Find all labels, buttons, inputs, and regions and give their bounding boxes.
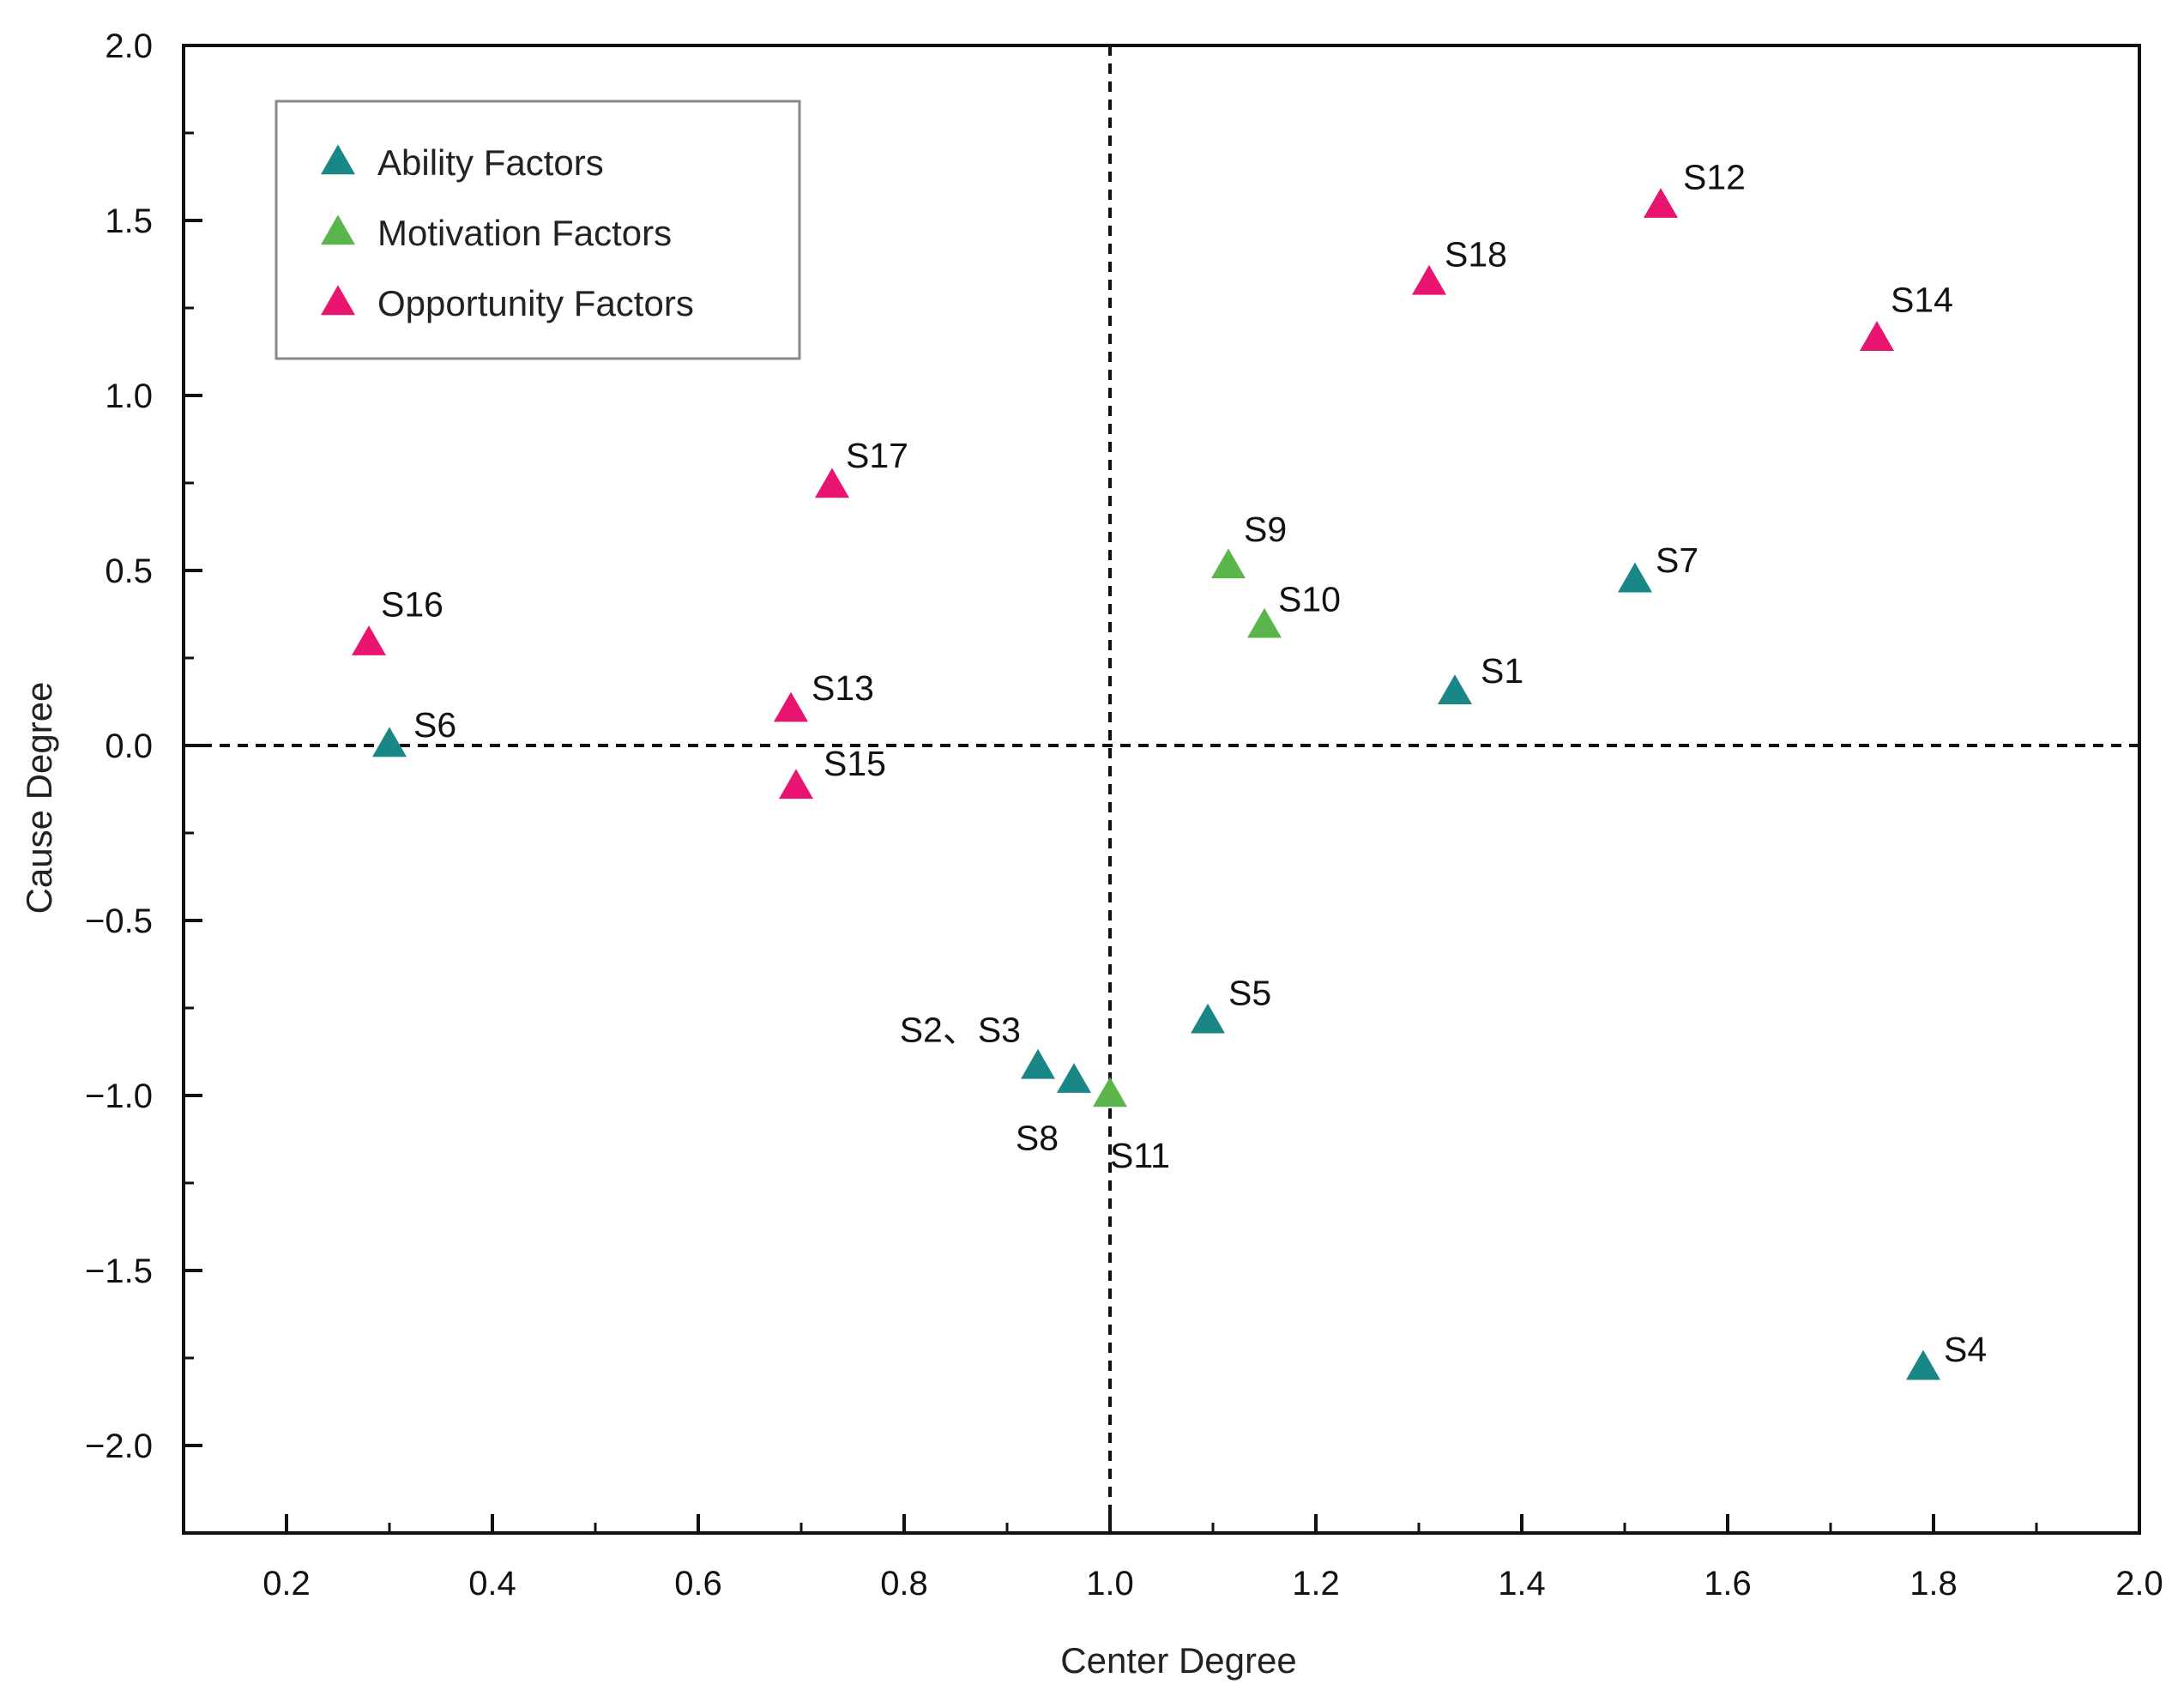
- plot-frame: [182, 44, 2141, 1535]
- data-point-label: S9: [1244, 510, 1287, 549]
- data-point-marker: [1211, 548, 1246, 579]
- legend-marker: [321, 285, 355, 316]
- x-tick-label: 2.0: [2115, 1565, 2163, 1602]
- data-point-label: S4: [1944, 1330, 1987, 1369]
- legend-box: [275, 100, 801, 360]
- data-point-label: S17: [846, 436, 908, 475]
- data-point-marker: [352, 625, 386, 655]
- data-point-marker: [1906, 1349, 1940, 1380]
- y-tick-label: 0.5: [105, 552, 153, 590]
- data-point-label: S1: [1481, 651, 1523, 691]
- data-point-marker: [774, 691, 808, 722]
- x-tick-label: 0.2: [262, 1565, 311, 1602]
- data-point-label: S6: [413, 705, 456, 745]
- y-tick-label: 1.5: [105, 202, 153, 240]
- x-tick-label: 0.4: [468, 1565, 516, 1602]
- data-point-label: S15: [824, 744, 886, 783]
- data-point-marker: [372, 727, 407, 757]
- data-point-marker: [1644, 188, 1678, 218]
- x-axis-title: Center Degree: [1060, 1640, 1296, 1681]
- data-point-marker: [1618, 562, 1652, 593]
- x-tick-label: 0.6: [674, 1565, 722, 1602]
- legend-marker: [321, 214, 355, 245]
- data-point-marker: [779, 769, 813, 800]
- y-axis-title: Cause Degree: [19, 682, 59, 914]
- data-point-label: S18: [1445, 234, 1507, 274]
- legend: Ability Factors Motivation Factors Opportu…: [275, 100, 801, 360]
- y-tick-label: 0.0: [105, 727, 153, 765]
- data-point-marker: [1021, 1048, 1055, 1079]
- data-point-marker: [1057, 1063, 1091, 1093]
- data-point-label: S10: [1278, 579, 1341, 619]
- data-point-label: S12: [1683, 158, 1746, 197]
- data-point-label: S5: [1228, 973, 1271, 1012]
- legend-label: Opportunity Factors: [377, 283, 694, 323]
- data-point-marker: [1093, 1077, 1127, 1108]
- y-tick-label: 1.0: [105, 377, 153, 415]
- reference-lines: [184, 45, 2139, 1533]
- data-point-label: S16: [381, 585, 443, 625]
- data-point-marker: [1247, 607, 1282, 638]
- y-tick-label: −0.5: [85, 902, 153, 940]
- data-point-label: S13: [811, 668, 874, 708]
- legend-label: Motivation Factors: [377, 213, 672, 253]
- data-point-marker: [815, 468, 849, 498]
- data-point-marker: [1860, 321, 1894, 351]
- y-tick-label: 2.0: [105, 27, 153, 65]
- data-point-marker: [1412, 264, 1446, 295]
- x-tick-label: 1.4: [1498, 1565, 1546, 1602]
- y-tick-label: −2.0: [85, 1427, 153, 1465]
- legend-label: Ability Factors: [377, 142, 604, 183]
- data-point-label: S11: [1110, 1136, 1170, 1175]
- legend-marker: [321, 144, 355, 175]
- y-tick-label: −1.0: [85, 1077, 153, 1115]
- x-tick-label: 1.2: [1292, 1565, 1340, 1602]
- x-tick-label: 1.6: [1704, 1565, 1752, 1602]
- data-point-label: S2、S3: [900, 1010, 1021, 1049]
- axis-titles: Center Degree Cause Degree: [19, 682, 1297, 1681]
- axes: 0.2 0.4 0.6 0.8 1.0 1.2 1.4 1.6 1.8 2.0 2.0 1.5 1.0 0…: [85, 27, 2163, 1602]
- x-tick-label: 0.8: [880, 1565, 928, 1602]
- x-tick-label: 1.8: [1909, 1565, 1958, 1602]
- data-point-label: S8: [1016, 1119, 1059, 1158]
- data-point-marker: [1191, 1003, 1225, 1034]
- data-point-label: S7: [1656, 540, 1698, 580]
- data-point-marker: [1438, 674, 1472, 705]
- data-points: S1 S2、S3 S4 S5 S6 S7 S8 S9 S10 S11 S12 S13 S14 S15 S16…: [352, 158, 1987, 1380]
- data-point-label: S14: [1891, 281, 1953, 320]
- x-tick-label: 1.0: [1086, 1565, 1134, 1602]
- y-tick-label: −1.5: [85, 1252, 153, 1290]
